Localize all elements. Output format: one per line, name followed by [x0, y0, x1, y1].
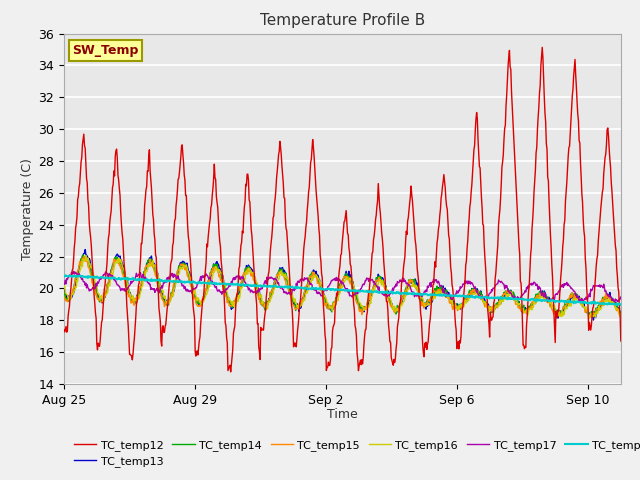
TC_temp12: [538, 45, 546, 50]
TC_temp18: [173, 279, 181, 285]
TC_temp17: [611, 299, 618, 305]
Text: SW_Temp: SW_Temp: [72, 44, 139, 57]
Line: TC_temp12: TC_temp12: [64, 48, 621, 372]
Line: TC_temp14: TC_temp14: [64, 255, 621, 316]
TC_temp12: [486, 309, 494, 315]
TC_temp18: [617, 302, 625, 308]
TC_temp13: [617, 312, 625, 318]
TC_temp18: [613, 302, 621, 308]
TC_temp14: [60, 291, 68, 297]
TC_temp17: [136, 271, 143, 277]
TC_temp14: [396, 302, 404, 308]
TC_temp17: [349, 292, 357, 298]
TC_temp16: [60, 283, 68, 288]
TC_temp12: [396, 300, 404, 306]
TC_temp13: [136, 288, 143, 294]
TC_temp14: [136, 284, 143, 290]
TC_temp17: [396, 277, 404, 283]
TC_temp17: [124, 285, 132, 290]
TC_temp15: [617, 311, 625, 317]
TC_temp12: [135, 280, 143, 286]
TC_temp17: [486, 290, 494, 296]
TC_temp16: [349, 282, 357, 288]
Line: TC_temp16: TC_temp16: [64, 256, 621, 318]
TC_temp12: [227, 369, 234, 375]
TC_temp16: [486, 306, 494, 312]
TC_temp15: [80, 253, 88, 259]
TC_temp14: [349, 285, 357, 291]
TC_temp14: [173, 268, 181, 274]
TC_temp15: [585, 314, 593, 320]
TC_temp13: [396, 302, 404, 308]
TC_temp12: [617, 338, 625, 344]
Line: TC_temp17: TC_temp17: [64, 271, 621, 302]
TC_temp16: [136, 292, 143, 298]
TC_temp14: [617, 311, 625, 317]
TC_temp14: [486, 304, 494, 310]
TC_temp15: [486, 307, 494, 312]
TC_temp15: [124, 292, 132, 298]
TC_temp18: [60, 274, 68, 279]
TC_temp16: [586, 315, 593, 321]
TC_temp15: [173, 269, 181, 275]
TC_temp15: [349, 287, 357, 292]
TC_temp13: [486, 305, 494, 311]
TC_temp16: [82, 253, 90, 259]
TC_temp18: [61, 273, 69, 278]
TC_temp12: [173, 197, 180, 203]
TC_temp12: [124, 312, 131, 318]
TC_temp16: [396, 305, 404, 311]
TC_temp14: [124, 289, 132, 295]
Line: TC_temp13: TC_temp13: [64, 250, 621, 320]
TC_temp13: [173, 273, 181, 278]
TC_temp17: [173, 275, 181, 280]
Title: Temperature Profile B: Temperature Profile B: [260, 13, 425, 28]
TC_temp16: [173, 276, 181, 281]
TC_temp15: [60, 294, 68, 300]
TC_temp18: [136, 276, 143, 282]
TC_temp13: [124, 285, 132, 291]
TC_temp18: [349, 288, 357, 293]
TC_temp12: [60, 327, 68, 333]
TC_temp13: [349, 279, 357, 285]
Line: TC_temp15: TC_temp15: [64, 256, 621, 317]
TC_temp16: [617, 312, 625, 317]
TC_temp18: [486, 295, 494, 301]
Legend: TC_temp12, TC_temp13, TC_temp14, TC_temp15, TC_temp16, TC_temp17, TC_temp18: TC_temp12, TC_temp13, TC_temp14, TC_temp…: [70, 435, 640, 471]
TC_temp16: [124, 282, 132, 288]
Y-axis label: Temperature (C): Temperature (C): [21, 158, 34, 260]
X-axis label: Time: Time: [327, 408, 358, 421]
TC_temp17: [70, 268, 77, 274]
TC_temp18: [124, 277, 132, 283]
TC_temp18: [396, 291, 404, 297]
TC_temp13: [81, 247, 89, 252]
TC_temp13: [589, 317, 597, 323]
Line: TC_temp18: TC_temp18: [64, 276, 621, 305]
TC_temp14: [79, 252, 87, 258]
TC_temp17: [60, 281, 68, 287]
TC_temp13: [60, 287, 68, 292]
TC_temp17: [617, 294, 625, 300]
TC_temp15: [396, 300, 404, 306]
TC_temp15: [136, 284, 143, 290]
TC_temp12: [349, 292, 357, 298]
TC_temp14: [589, 313, 596, 319]
